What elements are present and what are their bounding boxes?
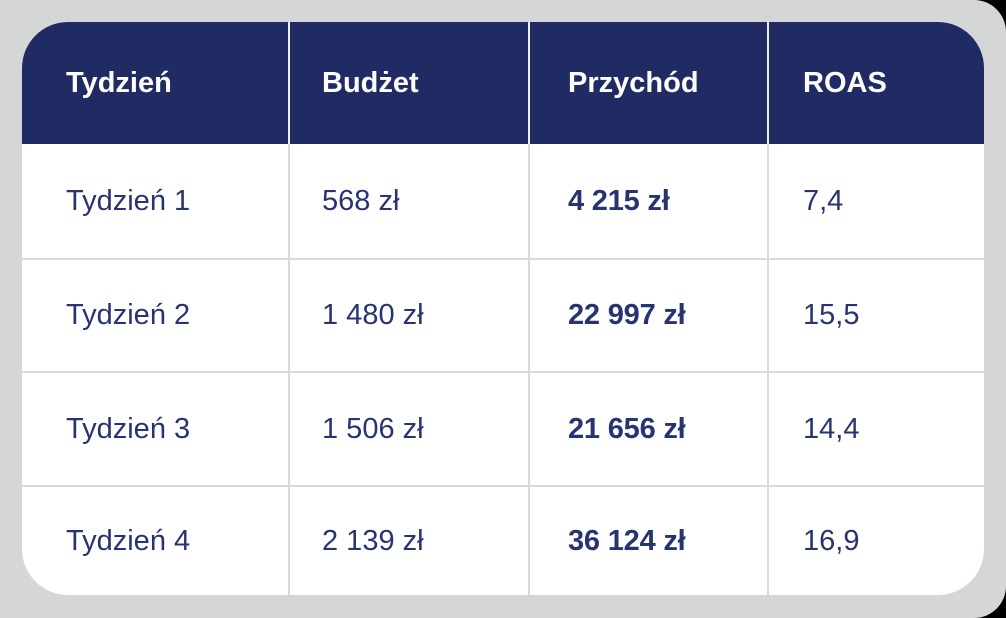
cell-budget-row1: 568 zł [288,144,528,258]
cell-budget-row2: 1 480 zł [288,258,528,371]
cell-revenue-row4: 36 124 zł [528,485,767,595]
cell-revenue-row3: 21 656 zł [528,371,767,485]
cell-week-row1: Tydzień 1 [66,184,191,217]
header-cell-roas: ROAS [767,22,984,144]
cell-roas-row2: 15,5 [767,258,984,371]
cell-roas-row4: 16,9 [767,485,984,595]
cell-budget-row4: 2 139 zł [288,485,528,595]
cell-budget-row3: 1 506 zł [288,371,528,485]
cell-week-row2: Tydzień 2 [22,258,288,371]
cell-week-row3: Tydzień 3 [22,371,288,485]
cell-roas-row3: 14,4 [767,371,984,485]
header-cell-revenue: Przychód [528,22,767,144]
cell-revenue-row2: 22 997 zł [528,258,767,371]
header-cell-week: Tydzień [22,22,288,144]
header-cell-budget: Budżet [288,22,528,144]
cell-revenue-row1: 4 215 zł [528,144,767,258]
cell-week-row4: Tydzień 4 [22,485,288,595]
cell-roas-row1: 7,4 [767,144,984,258]
weekly-roas-table: Tydzień Budżet Przychód ROAS Tydzień 1 5… [22,22,984,595]
